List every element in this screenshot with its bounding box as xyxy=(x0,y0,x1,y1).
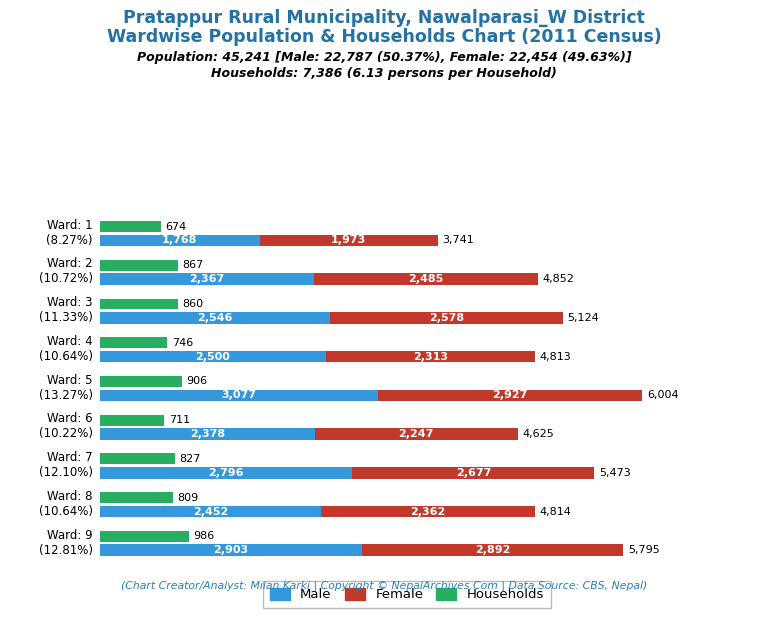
Text: 2,546: 2,546 xyxy=(197,313,233,323)
Text: 809: 809 xyxy=(177,493,199,503)
Bar xyxy=(378,389,642,401)
Bar xyxy=(353,467,594,478)
Text: 4,625: 4,625 xyxy=(522,429,554,439)
Bar xyxy=(100,260,178,270)
Bar xyxy=(100,298,177,310)
Text: 4,852: 4,852 xyxy=(543,274,574,284)
Bar xyxy=(100,376,182,387)
Text: 5,473: 5,473 xyxy=(599,468,631,478)
Bar xyxy=(313,273,538,285)
Bar xyxy=(100,337,167,348)
Text: 2,927: 2,927 xyxy=(492,391,528,401)
Text: 1,973: 1,973 xyxy=(331,235,366,245)
Text: 906: 906 xyxy=(186,376,207,386)
Text: 2,796: 2,796 xyxy=(208,468,244,478)
Bar xyxy=(326,351,535,363)
Bar xyxy=(100,221,161,232)
Text: 4,814: 4,814 xyxy=(539,506,571,516)
Legend: Male, Female, Households: Male, Female, Households xyxy=(263,581,551,608)
Bar xyxy=(100,235,260,246)
Text: 5,124: 5,124 xyxy=(568,313,599,323)
Bar xyxy=(100,506,321,517)
Bar xyxy=(260,235,438,246)
Text: 3,077: 3,077 xyxy=(221,391,257,401)
Text: 1,768: 1,768 xyxy=(162,235,197,245)
Text: 2,500: 2,500 xyxy=(195,351,230,361)
Text: 746: 746 xyxy=(172,338,193,348)
Text: 711: 711 xyxy=(169,415,190,425)
Text: 2,578: 2,578 xyxy=(429,313,464,323)
Bar xyxy=(100,428,315,440)
Text: 860: 860 xyxy=(182,299,204,309)
Text: 2,452: 2,452 xyxy=(193,506,228,516)
Bar xyxy=(100,454,174,464)
Bar xyxy=(100,467,353,478)
Bar xyxy=(100,312,330,324)
Bar xyxy=(362,545,624,556)
Text: 867: 867 xyxy=(183,260,204,270)
Bar xyxy=(100,545,362,556)
Bar xyxy=(321,506,535,517)
Text: 3,741: 3,741 xyxy=(442,235,474,245)
Text: 4,813: 4,813 xyxy=(539,351,571,361)
Text: (Chart Creator/Analyst: Milan Karki | Copyright © NepalArchives.Com | Data Sourc: (Chart Creator/Analyst: Milan Karki | Co… xyxy=(121,581,647,591)
Text: 674: 674 xyxy=(165,222,187,232)
Bar xyxy=(100,531,189,542)
Text: 986: 986 xyxy=(194,531,215,541)
Text: 2,677: 2,677 xyxy=(455,468,491,478)
Text: 6,004: 6,004 xyxy=(647,391,678,401)
Text: 2,378: 2,378 xyxy=(190,429,225,439)
Bar xyxy=(100,492,173,503)
Text: Pratappur Rural Municipality, Nawalparasi_W District: Pratappur Rural Municipality, Nawalparas… xyxy=(123,9,645,27)
Bar xyxy=(100,351,326,363)
Bar xyxy=(315,428,518,440)
Text: 2,892: 2,892 xyxy=(475,545,511,555)
Bar xyxy=(330,312,563,324)
Text: 2,485: 2,485 xyxy=(409,274,444,284)
Text: 2,903: 2,903 xyxy=(214,545,249,555)
Text: Population: 45,241 [Male: 22,787 (50.37%), Female: 22,454 (49.63%)]: Population: 45,241 [Male: 22,787 (50.37%… xyxy=(137,51,631,64)
Bar xyxy=(100,415,164,426)
Text: 2,362: 2,362 xyxy=(410,506,445,516)
Text: 2,367: 2,367 xyxy=(189,274,224,284)
Text: 2,247: 2,247 xyxy=(399,429,434,439)
Text: 2,313: 2,313 xyxy=(412,351,448,361)
Text: Households: 7,386 (6.13 persons per Household): Households: 7,386 (6.13 persons per Hous… xyxy=(211,67,557,80)
Text: 5,795: 5,795 xyxy=(628,545,660,555)
Text: 827: 827 xyxy=(179,454,200,464)
Text: Wardwise Population & Households Chart (2011 Census): Wardwise Population & Households Chart (… xyxy=(107,28,661,46)
Bar xyxy=(100,273,313,285)
Bar xyxy=(100,389,378,401)
